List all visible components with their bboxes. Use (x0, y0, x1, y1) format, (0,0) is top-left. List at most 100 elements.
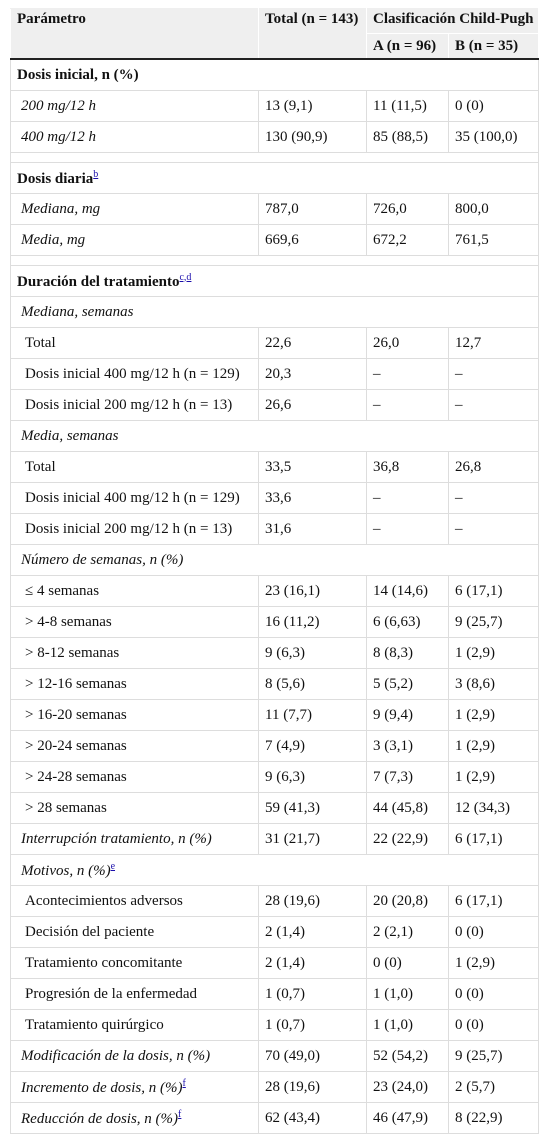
section-text: Dosis inicial, n (%) (17, 66, 139, 83)
value-cell: 8 (8,3) (366, 637, 449, 669)
label-text: Media, semanas (21, 427, 119, 444)
value-cell: 1 (2,9) (448, 699, 539, 731)
value-cell: – (448, 358, 539, 390)
sub-row: > 4-8 semanas 16 (11,2) 6 (6,63) 9 (25,7) (10, 606, 539, 638)
label-text: Motivos, n (%) (21, 862, 111, 879)
footnote-link[interactable]: b (93, 168, 99, 180)
spacer-row (10, 255, 539, 266)
value-cell: 22 (22,9) (366, 823, 449, 855)
value-cell: 1 (0,7) (258, 978, 367, 1010)
section-text: Dosis diaria (17, 170, 94, 187)
value-cell: 1 (1,0) (366, 1009, 449, 1041)
footnote-link[interactable]: c,d (179, 271, 192, 283)
sub-row: Decisión del paciente 2 (1,4) 2 (2,1) 0 (0) (10, 916, 539, 948)
section-text: Duración del tratamiento (17, 273, 180, 290)
footnote-link[interactable]: e (110, 860, 116, 872)
value-cell: 0 (0) (448, 916, 539, 948)
value-cell: 28 (19,6) (258, 1071, 367, 1103)
value-cell: 52 (54,2) (366, 1040, 449, 1072)
sub-row: > 16-20 semanas 11 (7,7) 9 (9,4) 1 (2,9) (10, 699, 539, 731)
sub-row: > 12-16 semanas 8 (5,6) 5 (5,2) 3 (8,6) (10, 668, 539, 700)
value-cell: 31,6 (258, 513, 367, 545)
value-cell: 12 (34,3) (448, 792, 539, 824)
value-cell: 20 (20,8) (366, 885, 449, 917)
value-cell: 726,0 (366, 193, 449, 225)
row-label: Decisión del paciente (10, 916, 259, 948)
row-label: Media, semanas (10, 420, 539, 452)
value-cell: 9 (25,7) (448, 606, 539, 638)
sub-row: Dosis inicial 400 mg/12 h (n = 129) 33,6–… (10, 482, 539, 514)
value-cell: 16 (11,2) (258, 606, 367, 638)
value-cell: 46 (47,9) (366, 1102, 449, 1134)
value-cell: 0 (0) (448, 978, 539, 1010)
sub-row: Total 22,6 26,0 12,7 (10, 327, 539, 359)
sub-row: Total 33,5 36,8 26,8 (10, 451, 539, 483)
row-label: Media, mg (10, 224, 259, 256)
value-cell: 1 (2,9) (448, 637, 539, 669)
header-cell: Total (n = 143) (258, 8, 367, 60)
header-cell: B (n = 35) (448, 33, 539, 60)
label-text: Mediana, mg (21, 200, 101, 217)
spacer (10, 255, 539, 266)
row-label: > 20-24 semanas (10, 730, 259, 762)
value-cell: 8 (22,9) (448, 1102, 539, 1134)
sub-row: Tratamiento concomitante 2 (1,4) 0 (0) 1 (2… (10, 947, 539, 979)
sub-row: > 28 semanas 59 (41,3) 44 (45,8) 12 (34,3) (10, 792, 539, 824)
value-cell: 22,6 (258, 327, 367, 359)
value-cell: 800,0 (448, 193, 539, 225)
value-cell: 130 (90,9) (258, 121, 367, 153)
value-cell: 85 (88,5) (366, 121, 449, 153)
row-label: > 16-20 semanas (10, 699, 259, 731)
value-cell: 2 (5,7) (448, 1071, 539, 1103)
footnote-link[interactable]: f (182, 1077, 186, 1089)
section-row: Duración del tratamientoc,d (10, 265, 539, 297)
value-cell: 6 (6,63) (366, 606, 449, 638)
label-text: Número de semanas, n (%) (21, 551, 184, 568)
value-cell: 11 (7,7) (258, 699, 367, 731)
row-label: Dosis inicial 200 mg/12 h (n = 13) (10, 513, 259, 545)
sub-row: > 8-12 semanas 9 (6,3) 8 (8,3) 1 (2,9) (10, 637, 539, 669)
value-cell: 33,5 (258, 451, 367, 483)
sub-row: > 24-28 semanas 9 (6,3) 7 (7,3) 1 (2,9) (10, 761, 539, 793)
item-row: Reducción de dosis, n (%)f 62 (43,4) 46 (4… (10, 1102, 539, 1134)
value-cell: – (366, 513, 449, 545)
row-label: Total (10, 451, 259, 483)
value-cell: 2 (1,4) (258, 916, 367, 948)
value-cell: 2 (1,4) (258, 947, 367, 979)
value-cell: – (366, 482, 449, 514)
value-cell: – (448, 482, 539, 514)
header-cell: A (n = 96) (366, 33, 449, 60)
header-cell: Clasificación Child-Pugh (366, 8, 539, 34)
section-row: Dosis diariab (10, 162, 539, 194)
value-cell: – (448, 389, 539, 421)
label-text: Incremento de dosis, n (%) (21, 1079, 183, 1096)
value-cell: 9 (9,4) (366, 699, 449, 731)
sub-row: Acontecimientos adversos 28 (19,6) 20 (20,… (10, 885, 539, 917)
value-cell: 6 (17,1) (448, 575, 539, 607)
row-label: ≤ 4 semanas (10, 575, 259, 607)
value-cell: 669,6 (258, 224, 367, 256)
value-cell: 11 (11,5) (366, 90, 449, 122)
row-label: > 8-12 semanas (10, 637, 259, 669)
footnote-link[interactable]: f (178, 1108, 182, 1120)
value-cell: 9 (6,3) (258, 761, 367, 793)
item-row: Número de semanas, n (%) (10, 544, 539, 576)
value-cell: 3 (3,1) (366, 730, 449, 762)
value-cell: 44 (45,8) (366, 792, 449, 824)
sub-row: Dosis inicial 200 mg/12 h (n = 13) 31,6– – (10, 513, 539, 545)
value-cell: 1 (2,9) (448, 947, 539, 979)
row-label: 400 mg/12 h (10, 121, 259, 153)
label-text: 200 mg/12 h (21, 97, 96, 114)
value-cell: 0 (0) (448, 90, 539, 122)
value-cell: 14 (14,6) (366, 575, 449, 607)
value-cell: 28 (19,6) (258, 885, 367, 917)
section-title: Dosis inicial, n (%) (10, 58, 539, 91)
item-row: Modificación de la dosis, n (%) 70 (49,0)… (10, 1040, 539, 1072)
section-title: Dosis diariab (10, 162, 539, 194)
row-label: Mediana, semanas (10, 296, 539, 328)
value-cell: 13 (9,1) (258, 90, 367, 122)
table-header: Parámetro Total (n = 143) Clasificación … (10, 8, 539, 60)
value-cell: – (366, 358, 449, 390)
row-label: Tratamiento quirúrgico (10, 1009, 259, 1041)
value-cell: 26,6 (258, 389, 367, 421)
